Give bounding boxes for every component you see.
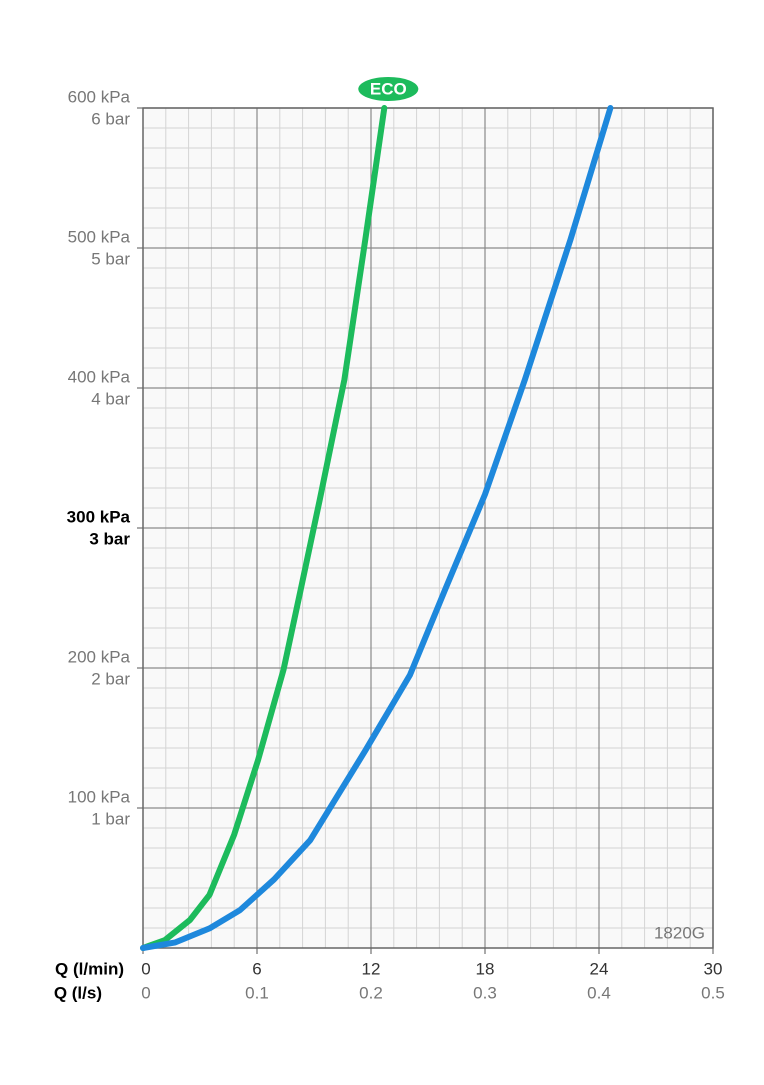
x-tick-label: 18	[476, 959, 495, 978]
x-tick-label: 6	[252, 959, 261, 978]
y-tick-label: 400 kPa	[68, 367, 131, 386]
x-tick-label: 24	[590, 959, 609, 978]
x-tick-label: 12	[362, 959, 381, 978]
y-tick-label: 2 bar	[91, 669, 130, 688]
series-name: ECO	[370, 79, 407, 98]
y-tick-label: 1 bar	[91, 809, 130, 828]
x-axis-label: Q (l/min)	[55, 959, 124, 978]
y-tick-label: 300 kPa	[67, 507, 131, 526]
model-label: 1820G	[654, 923, 705, 942]
y-tick-label: 500 kPa	[68, 227, 131, 246]
y-tick-label: 200 kPa	[68, 647, 131, 666]
x2-tick-label: 0	[141, 983, 150, 1002]
y-tick-label: 600 kPa	[68, 87, 131, 106]
curve	[140, 105, 388, 951]
y-tick-label: 4 bar	[91, 389, 130, 408]
y-tick-label: 6 bar	[91, 109, 130, 128]
x-tick-label: 0	[141, 959, 150, 978]
y-tick-label: 5 bar	[91, 249, 130, 268]
series-badge	[358, 77, 419, 101]
x2-tick-label: 0.2	[359, 983, 383, 1002]
x2-tick-label: 0.4	[587, 983, 611, 1002]
y-tick-label: 100 kPa	[68, 787, 131, 806]
x2-tick-label: 0.1	[245, 983, 269, 1002]
x-tick-label: 30	[704, 959, 723, 978]
x2-axis-label: Q (l/s)	[54, 983, 102, 1002]
x2-tick-label: 0.3	[473, 983, 497, 1002]
x2-tick-label: 0.5	[701, 983, 725, 1002]
plot-frame	[142, 107, 714, 949]
y-tick-label: 3 bar	[89, 529, 130, 548]
curve	[140, 105, 614, 951]
